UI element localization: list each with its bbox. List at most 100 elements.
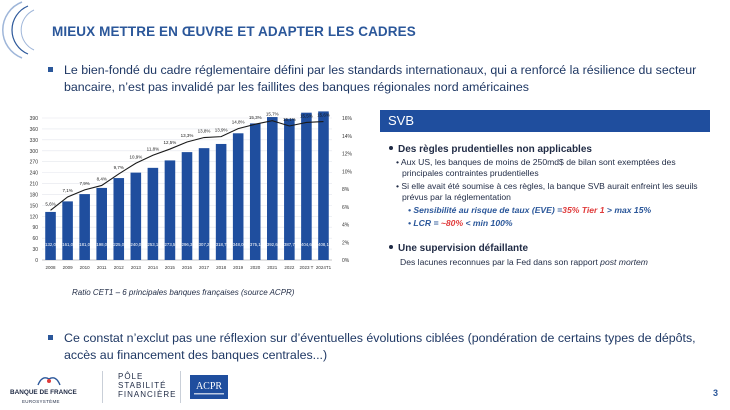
line-label: 11,8% (147, 146, 159, 151)
x-tick: 2018 (216, 265, 227, 270)
bar-label: 296,3 (182, 242, 193, 247)
x-tick: 2009 (63, 265, 74, 270)
y-tick-right: 10% (342, 169, 353, 175)
svb-section-2-title: Une supervision défaillante (380, 243, 710, 254)
x-tick: 2010 (80, 265, 91, 270)
y-tick-left: 150 (30, 203, 39, 209)
svb-section-2-text: Des lacunes reconnues par la Fed dans so… (400, 257, 648, 267)
x-tick: 2022 (284, 265, 295, 270)
x-tick: 2021 (267, 265, 278, 270)
line-label: 15,3% (249, 115, 262, 120)
y-tick-left: 270 (30, 160, 39, 166)
banque-de-france-logo: BANQUE DE FRANCE EUROSYSTÈME (8, 373, 90, 404)
acpr-logo: ACPR (190, 375, 228, 399)
y-tick-right: 6% (342, 205, 350, 211)
bar (45, 211, 56, 260)
bar-label: 375,1 (250, 242, 261, 247)
y-tick-right: 16% (342, 116, 353, 122)
bar-label: 240,0 (130, 242, 141, 247)
page-title: MIEUX METTRE EN ŒUVRE ET ADAPTER LES CAD… (52, 24, 416, 39)
bar (62, 201, 73, 260)
svb-body: Des règles prudentielles non applicables… (380, 136, 710, 268)
chart-caption: Ratio CET1 – 6 principales banques franç… (72, 288, 295, 297)
y-tick-left: 0 (35, 258, 38, 264)
bar (318, 111, 329, 260)
y-tick-left: 300 (30, 149, 39, 155)
bar (249, 123, 261, 260)
line-label: 5,6% (45, 201, 55, 206)
cet1-chart: 0 30 60 90 120 150 180 210 240 270 300 330 360 390 0% 2… (30, 111, 353, 270)
line-label: 15,7% (266, 112, 279, 117)
bar (198, 148, 210, 260)
bar (284, 118, 295, 260)
acpr-logo-text: ACPR (196, 381, 222, 392)
bar-label: 132,0 (45, 242, 56, 247)
bar (164, 160, 176, 260)
line-label: 7,1% (62, 188, 72, 193)
line-label: 7,9% (80, 181, 90, 186)
footer-divider (102, 371, 103, 403)
y-tick-left: 210 (30, 182, 39, 188)
bar-label: 273,5 (165, 242, 176, 247)
x-tick: 2012 (114, 265, 125, 270)
y-tick-left: 120 (30, 214, 39, 220)
bar-label: 387,7 (284, 242, 295, 247)
bar-label: 318,7 (216, 242, 227, 247)
y-tick-right: 2% (342, 240, 350, 246)
decorative-arcs (2, 1, 35, 59)
svb-lcr: • LCR = ~80% < min 100% (408, 218, 513, 228)
x-tick: 2014 (148, 265, 159, 270)
x-tick: 2016 (182, 265, 193, 270)
bar-label: 161,0 (62, 242, 73, 247)
bullet-marker (48, 335, 53, 341)
y-tick-left: 240 (30, 171, 39, 177)
bar (96, 187, 107, 260)
x-tick: 2023 T (299, 265, 313, 270)
x-tick: 2020 (250, 265, 261, 270)
bar-label: 253,1 (147, 242, 158, 247)
y-tick-left: 390 (30, 116, 39, 122)
bullet-1: Le bien-fondé du cadre réglementaire déf… (48, 62, 698, 94)
bar-label: 408,1 (318, 242, 329, 247)
bullet-2: Ce constat n’exclut pas une réflexion su… (48, 330, 698, 362)
y-tick-left: 180 (30, 192, 39, 198)
bar (232, 133, 244, 260)
y-tick-right: 0% (342, 258, 350, 264)
line-label: 10,9% (129, 154, 142, 159)
bar (301, 112, 312, 260)
footer-divider (180, 371, 181, 403)
bullet-marker (48, 67, 53, 73)
y-tick-right: 12% (342, 152, 353, 158)
y-tick-left: 90 (32, 225, 38, 231)
bar (130, 172, 142, 260)
x-tick: 2013 (131, 265, 142, 270)
bar (113, 178, 125, 260)
svb-sensitivity: • Sensibilité au risque de taux (EVE) =3… (408, 205, 652, 215)
svb-item-1: • Aux US, les banques de moins de 250md$… (396, 157, 676, 178)
bar (147, 167, 159, 260)
x-tick: 2024T1 (316, 265, 332, 270)
y-tick-right: 8% (342, 187, 350, 193)
bar-label: 307,2 (199, 242, 210, 247)
x-tick: 2017 (199, 265, 210, 270)
y-tick-right: 4% (342, 223, 350, 229)
y-tick-left: 330 (30, 138, 39, 144)
x-tick: 2008 (46, 265, 57, 270)
x-tick: 2019 (233, 265, 244, 270)
bar (215, 143, 227, 260)
line-label: 13,8% (198, 129, 211, 134)
svb-header: SVB (380, 110, 710, 132)
bullet-1-text: Le bien-fondé du cadre réglementaire déf… (64, 63, 697, 94)
x-tick: 2015 (165, 265, 176, 270)
svb-item-2: • Si elle avait été soumise à ces règles… (396, 181, 698, 202)
line-label: 15,5% (300, 113, 313, 118)
line-label: 9,7% (114, 165, 124, 170)
svb-section-1-title: Des règles prudentielles non applicables (380, 144, 710, 155)
y-tick-left: 30 (32, 247, 38, 253)
bdf-sub: EUROSYSTÈME (22, 399, 60, 404)
y-tick-right: 14% (342, 134, 353, 140)
bullet-2-text: Ce constat n’exclut pas une réflexion su… (64, 331, 696, 362)
x-tick: 2011 (97, 265, 107, 270)
line-label: 15,1% (283, 117, 296, 122)
bar (181, 152, 193, 260)
